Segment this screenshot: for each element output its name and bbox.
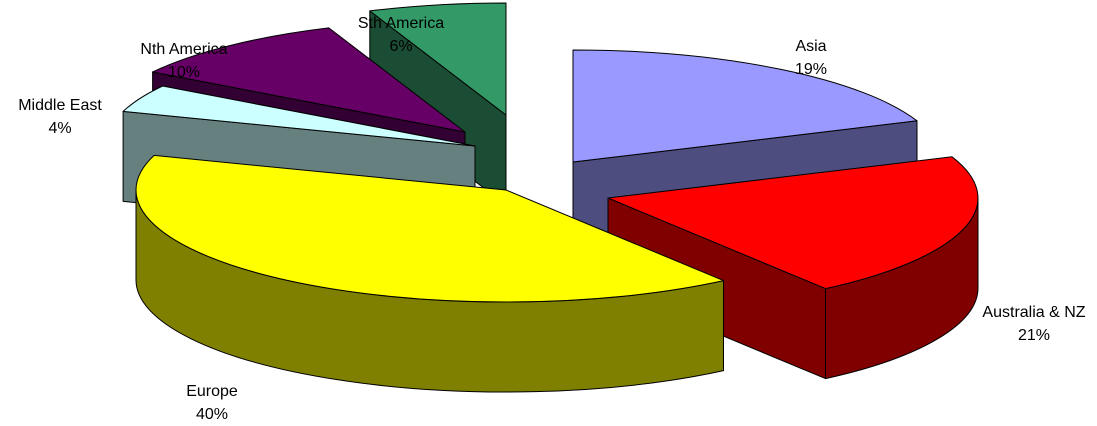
label-nth-america-percent: 10% (168, 64, 200, 81)
label-sth-america-name: Sth America (358, 15, 444, 32)
label-australia-nz-percent: 21% (1018, 327, 1050, 344)
label-australia-nz-name: Australia & NZ (982, 304, 1085, 321)
label-europe-name: Europe (186, 383, 238, 400)
label-europe-percent: 40% (196, 406, 228, 423)
label-middle-east-percent: 4% (48, 120, 71, 137)
label-middle-east-name: Middle East (18, 97, 102, 114)
label-asia-name: Asia (795, 38, 826, 55)
label-asia-percent: 19% (795, 61, 827, 78)
label-sth-america-percent: 6% (389, 38, 412, 55)
label-nth-america-name: Nth America (140, 41, 227, 58)
